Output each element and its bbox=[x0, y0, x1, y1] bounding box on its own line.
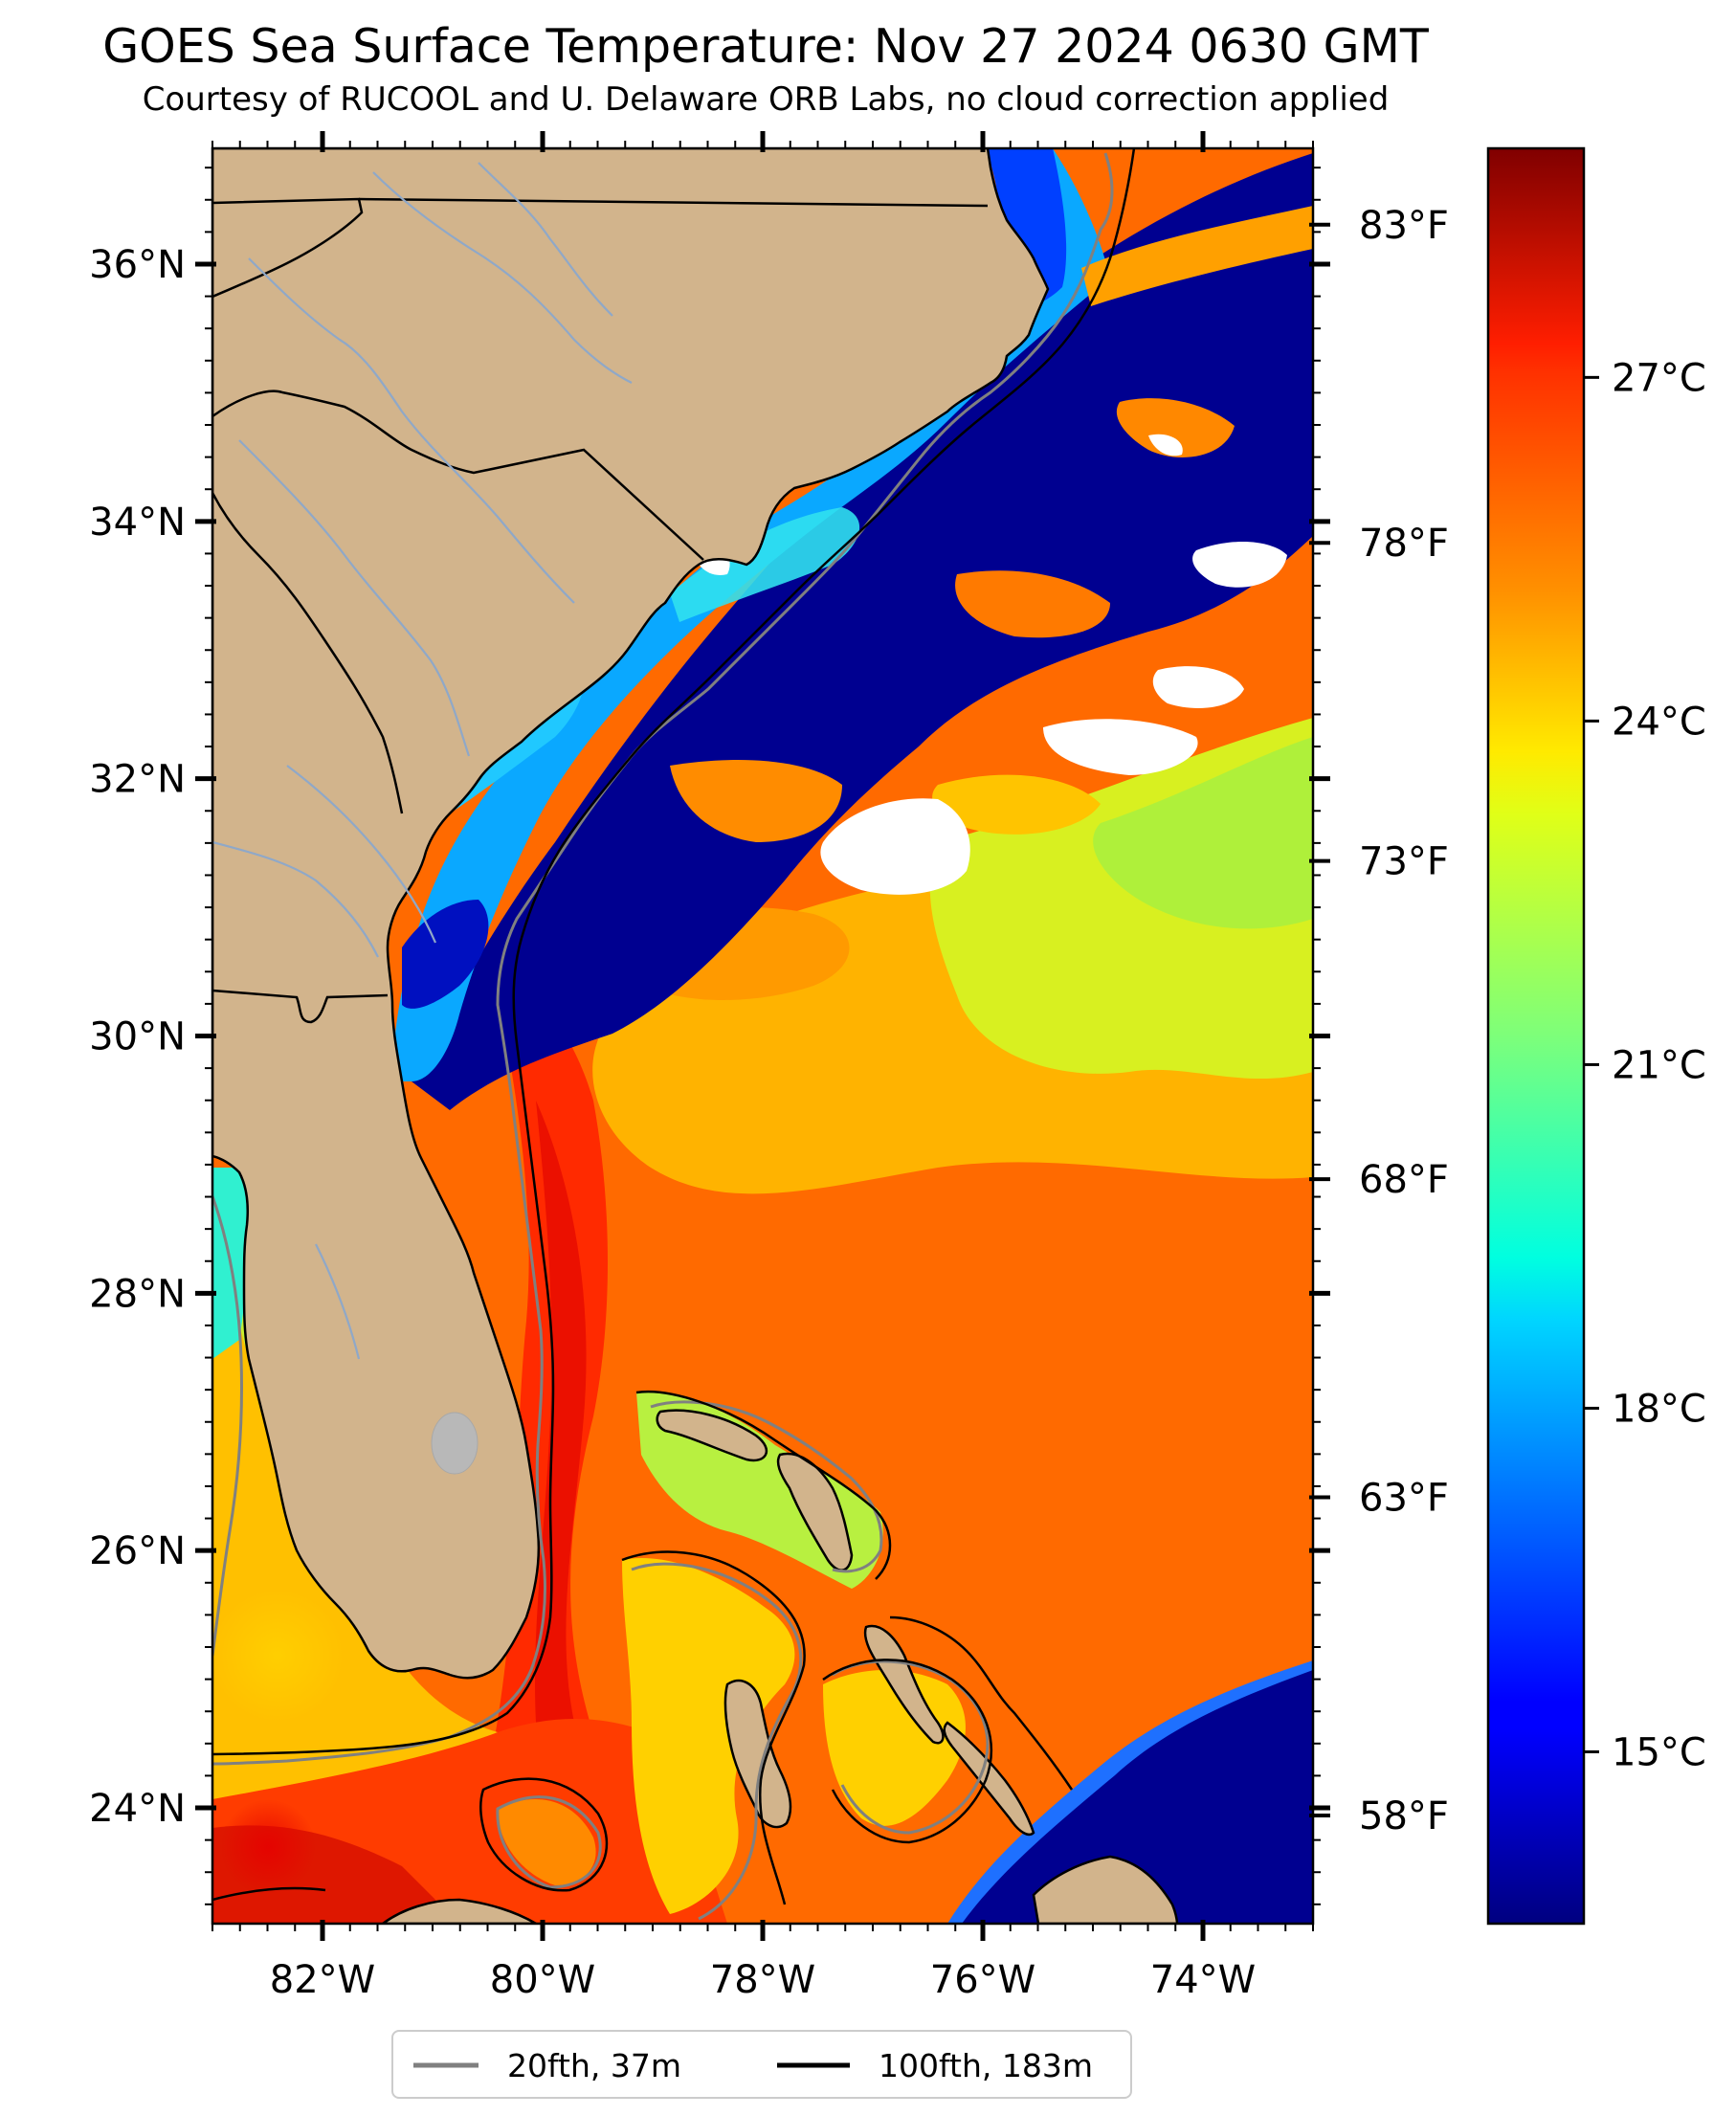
sst-patch-orange-5 bbox=[670, 760, 842, 842]
lat-tick-label: 32°N bbox=[89, 758, 186, 802]
sst-field-green bbox=[1093, 737, 1313, 929]
andros-island bbox=[723, 1679, 792, 1829]
lon-tick-label: 74°W bbox=[1150, 1958, 1256, 2002]
fahrenheit-tick-label: 63°F bbox=[1359, 1477, 1449, 1521]
lon-tick-label: 78°W bbox=[710, 1958, 815, 2002]
rivers bbox=[212, 162, 633, 1360]
cuba-coast bbox=[380, 1898, 539, 1924]
colorbar-tick-label: 15°C bbox=[1612, 1730, 1706, 1774]
colorbar-tick-label: 18°C bbox=[1612, 1387, 1706, 1431]
lon-tick-label: 80°W bbox=[490, 1958, 595, 2002]
colorbar-tick-label: 21°C bbox=[1612, 1043, 1706, 1087]
colorbar-ticks: 27°C 24°C 21°C 18°C 15°C bbox=[1584, 356, 1706, 1774]
fahrenheit-tick-label: 78°F bbox=[1359, 522, 1449, 566]
lat-tick-label: 36°N bbox=[89, 243, 186, 287]
fahrenheit-tick-label: 68°F bbox=[1359, 1158, 1449, 1202]
grand-bahama bbox=[656, 1409, 768, 1462]
colorbar: 27°C 24°C 21°C 18°C 15°C bbox=[1486, 146, 1706, 1926]
lat-tick-label: 24°N bbox=[89, 1787, 186, 1831]
colorbar-gradient bbox=[1486, 146, 1586, 1926]
sst-patch-orange-7 bbox=[1116, 398, 1235, 457]
map-axes: 36°N 34°N 32°N 30°N 28°N 26°N 24°N 82°W 80°W 78°W… bbox=[89, 131, 1449, 2002]
east-cold-band bbox=[957, 1665, 1313, 1924]
hatteras-warm-strip bbox=[1081, 206, 1313, 306]
fahrenheit-tick-label: 73°F bbox=[1359, 840, 1449, 884]
colorbar-tick-label: 27°C bbox=[1612, 356, 1706, 400]
exumas bbox=[943, 1721, 1035, 1837]
great-bahama-bank-west bbox=[622, 1558, 795, 1914]
us-mainland bbox=[212, 148, 1050, 1680]
land bbox=[212, 148, 1179, 1924]
cuba-east bbox=[1032, 1855, 1179, 1924]
lat-tick-label: 26°N bbox=[89, 1529, 186, 1573]
sst-patch-orange-6 bbox=[955, 570, 1110, 638]
legend-box bbox=[391, 2030, 1132, 2099]
gulf-stream-red bbox=[534, 1101, 587, 1723]
lon-tick-label: 82°W bbox=[270, 1958, 375, 2002]
cold-water-band bbox=[412, 153, 1313, 1110]
lat-tick-label: 34°N bbox=[89, 501, 186, 545]
lake-okeechobee bbox=[431, 1412, 479, 1475]
lat-tick-label: 30°N bbox=[89, 1015, 186, 1059]
shelf-cool-water bbox=[392, 148, 1110, 1081]
isobath-100fth bbox=[212, 148, 1136, 1905]
eleuthera bbox=[863, 1624, 945, 1745]
sst-patch-yellow-1 bbox=[932, 774, 1101, 835]
page-title: GOES Sea Surface Temperature: Nov 27 202… bbox=[102, 19, 1429, 74]
shelf-dark-blue-fl bbox=[402, 900, 489, 1009]
legend-label-20fth: 20fth, 37m bbox=[507, 2047, 681, 2084]
shelf-cyan-north bbox=[670, 507, 860, 622]
isobath-20fth bbox=[212, 152, 1114, 1921]
legend: 20fth, 37m 100fth, 183m bbox=[391, 2030, 1132, 2099]
page-subtitle: Courtesy of RUCOOL and U. Delaware ORB L… bbox=[142, 80, 1390, 119]
fahrenheit-tick-label: 83°F bbox=[1359, 204, 1449, 248]
legend-label-100fth: 100fth, 183m bbox=[879, 2047, 1093, 2084]
cay-sal-bank bbox=[498, 1799, 596, 1885]
fahrenheit-tick-label: 58°F bbox=[1359, 1794, 1449, 1838]
sst-map bbox=[212, 148, 1313, 1924]
state-boundaries bbox=[212, 197, 989, 1024]
colorbar-tick-label: 24°C bbox=[1612, 700, 1706, 744]
lat-tick-label: 28°N bbox=[89, 1272, 186, 1316]
lon-tick-label: 76°W bbox=[930, 1958, 1035, 2002]
